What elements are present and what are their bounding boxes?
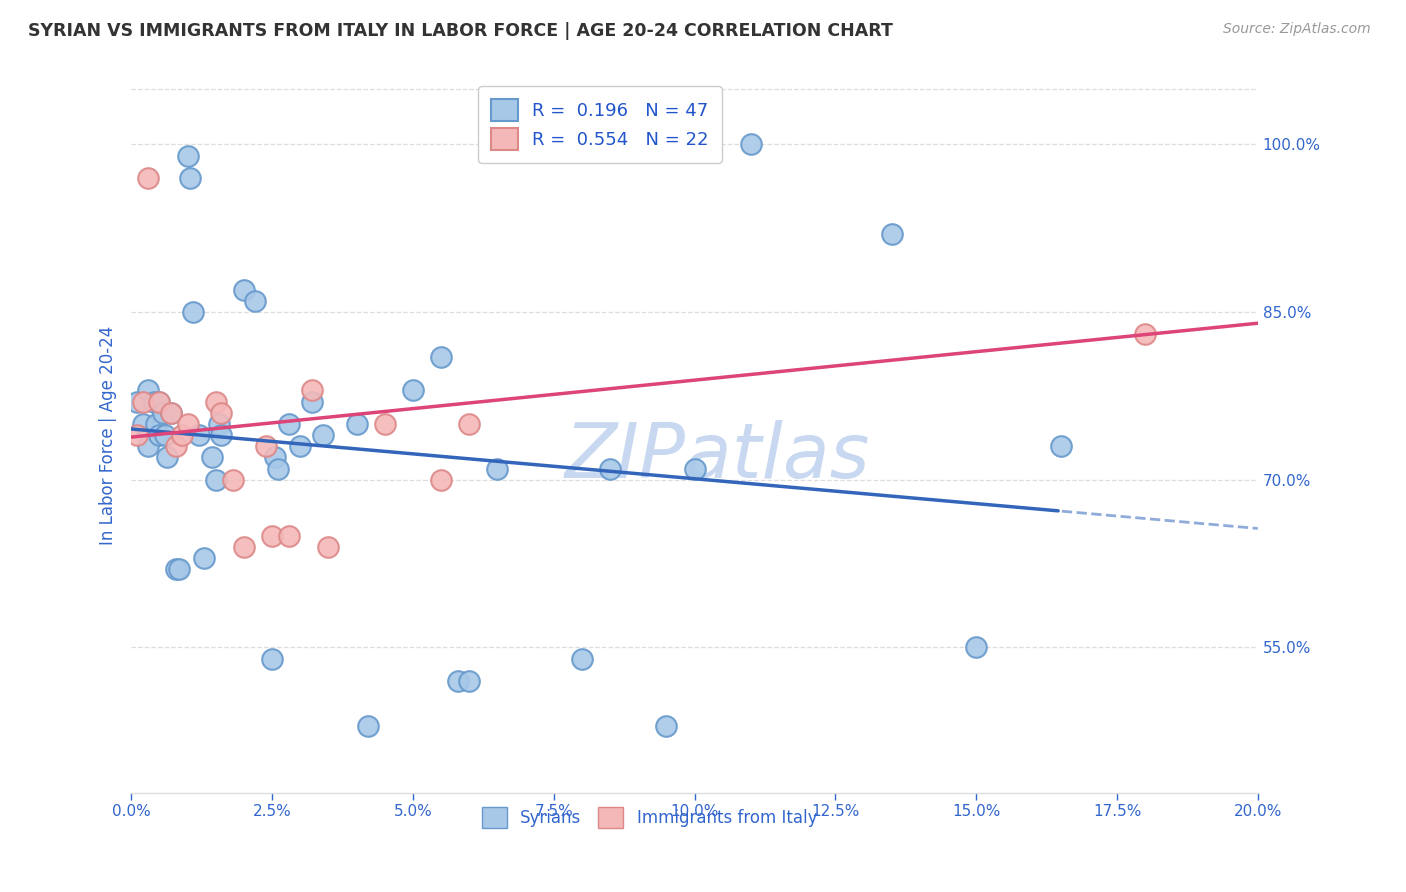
Point (458, 673, 481, 688)
Point (204, 473, 226, 487)
Point (599, 461, 621, 475)
Point (655, 718, 678, 732)
Point (179, 171, 201, 186)
Point (312, 428, 335, 442)
Point (965, 640, 987, 655)
Legend: Syrians, Immigrants from Italy: Syrians, Immigrants from Italy (475, 801, 824, 834)
Point (880, 227, 903, 241)
Text: Source: ZipAtlas.com: Source: ZipAtlas.com (1223, 22, 1371, 37)
Point (402, 384, 425, 398)
Point (148, 428, 170, 442)
Point (148, 394, 170, 409)
Point (346, 417, 368, 431)
Point (142, 394, 165, 409)
Point (159, 406, 181, 420)
Point (131, 417, 153, 431)
Point (136, 384, 159, 398)
Point (1049, 439, 1071, 453)
Point (201, 450, 224, 465)
Point (187, 428, 209, 442)
Point (136, 171, 159, 186)
Point (165, 439, 187, 453)
Point (181, 305, 204, 319)
Text: ZIPatlas: ZIPatlas (564, 419, 870, 493)
Point (152, 406, 174, 420)
Point (740, 137, 762, 152)
Point (262, 651, 284, 665)
Point (318, 540, 340, 554)
Point (430, 473, 453, 487)
Point (125, 428, 148, 442)
Point (159, 406, 181, 420)
Point (148, 394, 170, 409)
Point (165, 562, 187, 576)
Text: SYRIAN VS IMMIGRANTS FROM ITALY IN LABOR FORCE | AGE 20-24 CORRELATION CHART: SYRIAN VS IMMIGRANTS FROM ITALY IN LABOR… (28, 22, 893, 40)
Point (486, 461, 509, 475)
Point (204, 394, 226, 409)
Point (136, 439, 159, 453)
Point (267, 461, 290, 475)
Point (221, 473, 243, 487)
Point (683, 461, 706, 475)
Point (232, 283, 254, 297)
Point (209, 428, 232, 442)
Point (153, 428, 176, 442)
Point (290, 439, 312, 453)
Point (264, 450, 287, 465)
Point (278, 528, 301, 542)
Point (374, 417, 396, 431)
Point (357, 718, 380, 732)
Point (262, 528, 284, 542)
Point (571, 651, 593, 665)
Point (232, 540, 254, 554)
Point (447, 673, 470, 688)
Point (167, 562, 190, 576)
Point (515, 137, 537, 152)
Point (1133, 327, 1156, 342)
Point (208, 417, 231, 431)
Point (131, 394, 153, 409)
Point (193, 551, 215, 566)
Point (278, 417, 301, 431)
Point (301, 384, 323, 398)
Point (243, 293, 266, 308)
Point (301, 394, 323, 409)
Point (170, 428, 193, 442)
Point (156, 450, 179, 465)
Point (430, 350, 453, 364)
Point (209, 406, 232, 420)
Point (145, 417, 167, 431)
Point (125, 394, 148, 409)
Point (256, 439, 278, 453)
Point (176, 417, 198, 431)
Point (176, 149, 198, 163)
Point (458, 417, 481, 431)
Y-axis label: In Labor Force | Age 20-24: In Labor Force | Age 20-24 (100, 326, 117, 545)
